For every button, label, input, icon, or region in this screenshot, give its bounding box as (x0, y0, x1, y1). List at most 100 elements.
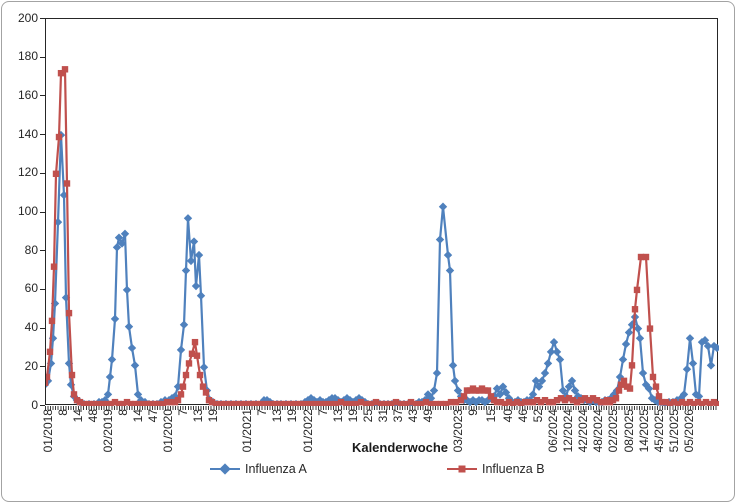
influenza-a-marker (176, 345, 186, 355)
influenza-b-marker (569, 396, 577, 404)
influenza-b-marker (382, 400, 390, 406)
influenza-b-marker (167, 398, 175, 406)
influenza-a-marker (117, 239, 127, 248)
influenza-b-marker (585, 396, 593, 404)
plot-area (45, 18, 719, 406)
influenza-a-marker (429, 386, 439, 395)
influenza-a-marker (127, 343, 137, 353)
influenza-a-marker (706, 361, 716, 370)
influenza-b-marker (646, 325, 654, 332)
influenza-a-marker (191, 281, 201, 291)
influenza-b-marker (706, 400, 714, 406)
influenza-b-marker (332, 400, 340, 406)
influenza-b-marker (649, 373, 657, 381)
influenza-a-marker (181, 266, 191, 275)
influenza-a-marker (448, 361, 458, 370)
influenza-b-marker (179, 383, 187, 390)
influenza-b-marker (367, 400, 375, 406)
influenza-a-marker (644, 384, 654, 393)
influenza-b-marker (317, 400, 325, 406)
influenza-b-marker (392, 398, 400, 406)
influenza-b-marker (272, 400, 280, 406)
influenza-b-marker (713, 400, 719, 406)
influenza-b-marker (242, 400, 250, 406)
influenza-a-marker (543, 359, 553, 368)
influenza-b-marker (80, 400, 88, 406)
influenza-b-marker (545, 398, 553, 406)
y-axis-tick (40, 327, 45, 329)
x-axis-label: 8 (56, 409, 70, 416)
y-axis-tick (40, 211, 45, 213)
x-axis-label: 8 (116, 409, 130, 416)
influenza-a-marker (120, 229, 130, 238)
influenza-a-marker (712, 343, 719, 353)
influenza-b-marker (377, 400, 385, 406)
square-marker-icon (458, 465, 466, 473)
influenza-b-marker (631, 306, 639, 313)
influenza-b-marker (85, 400, 93, 406)
x-axis-label: 01/2021 (240, 409, 254, 453)
y-axis-label: 100 (17, 204, 38, 218)
influenza-b-marker (55, 133, 63, 141)
influenza-b-marker (252, 400, 260, 406)
influenza-b-marker (407, 398, 415, 406)
influenza-b-marker (185, 360, 193, 367)
influenza-a-marker (199, 363, 209, 372)
influenza-b-marker (327, 400, 335, 406)
y-axis-tick (40, 18, 45, 19)
influenza-b-marker (397, 400, 405, 406)
x-axis-label: 25 (361, 409, 375, 423)
influenza-b-marker (460, 393, 468, 400)
influenza-b-marker (199, 383, 207, 390)
influenza-a-marker (621, 339, 631, 349)
influenza-a-marker (564, 382, 574, 391)
x-axis-label: 52 (531, 409, 545, 423)
influenza-b-marker (143, 400, 151, 406)
influenza-a-marker (114, 233, 124, 242)
influenza-b-marker (337, 398, 345, 406)
influenza-b-marker (589, 395, 597, 402)
influenza-b-marker (188, 350, 196, 357)
influenza-b-marker (698, 400, 706, 406)
influenza-a-line-sample (210, 463, 240, 475)
y-axis-label: 20 (24, 358, 38, 373)
y-axis-label: 200 (17, 10, 38, 25)
influenza-b-marker (123, 398, 131, 406)
influenza-b-marker (402, 400, 410, 406)
influenza-b-marker (312, 400, 320, 406)
influenza-b-marker (674, 400, 682, 406)
influenza-b-marker (247, 400, 255, 406)
influenza-b-marker (447, 398, 455, 406)
influenza-a-marker (534, 382, 544, 391)
influenza-b-marker (174, 396, 182, 404)
influenza-a-marker (555, 355, 565, 364)
influenza-b-marker (457, 396, 465, 404)
influenza-b-marker (642, 253, 650, 261)
influenza-b-marker (63, 180, 71, 187)
x-axis-title: Kalenderwoche (351, 440, 449, 455)
influenza-b-marker (111, 398, 119, 406)
influenza-b-marker (46, 373, 51, 381)
y-axis-tick (40, 172, 45, 174)
influenza-b-marker (131, 400, 139, 406)
influenza-b-marker (581, 395, 589, 402)
x-axis-label: 14/2025 (637, 409, 651, 453)
x-axis-label: 9 (466, 409, 480, 416)
influenza-b-marker (68, 371, 76, 379)
influenza-a-marker (110, 314, 120, 324)
influenza-b-marker (163, 398, 171, 406)
influenza-b-marker (565, 395, 573, 402)
influenza-a-marker (528, 390, 538, 399)
influenza-b-marker (127, 400, 135, 406)
influenza-a-marker (537, 376, 547, 386)
influenza-b-marker (292, 400, 300, 406)
influenza-b-marker (561, 396, 569, 404)
influenza-a-marker (700, 336, 710, 345)
legend-label-influenza-b: Influenza B (482, 462, 545, 476)
influenza-a-marker (196, 291, 206, 300)
x-axis-label: 08/2025 (622, 409, 636, 453)
influenza-a-marker (618, 355, 628, 364)
influenza-b-marker (682, 400, 690, 406)
x-axis-label: 06/2024 (546, 409, 560, 453)
influenza-b-marker (95, 400, 103, 406)
